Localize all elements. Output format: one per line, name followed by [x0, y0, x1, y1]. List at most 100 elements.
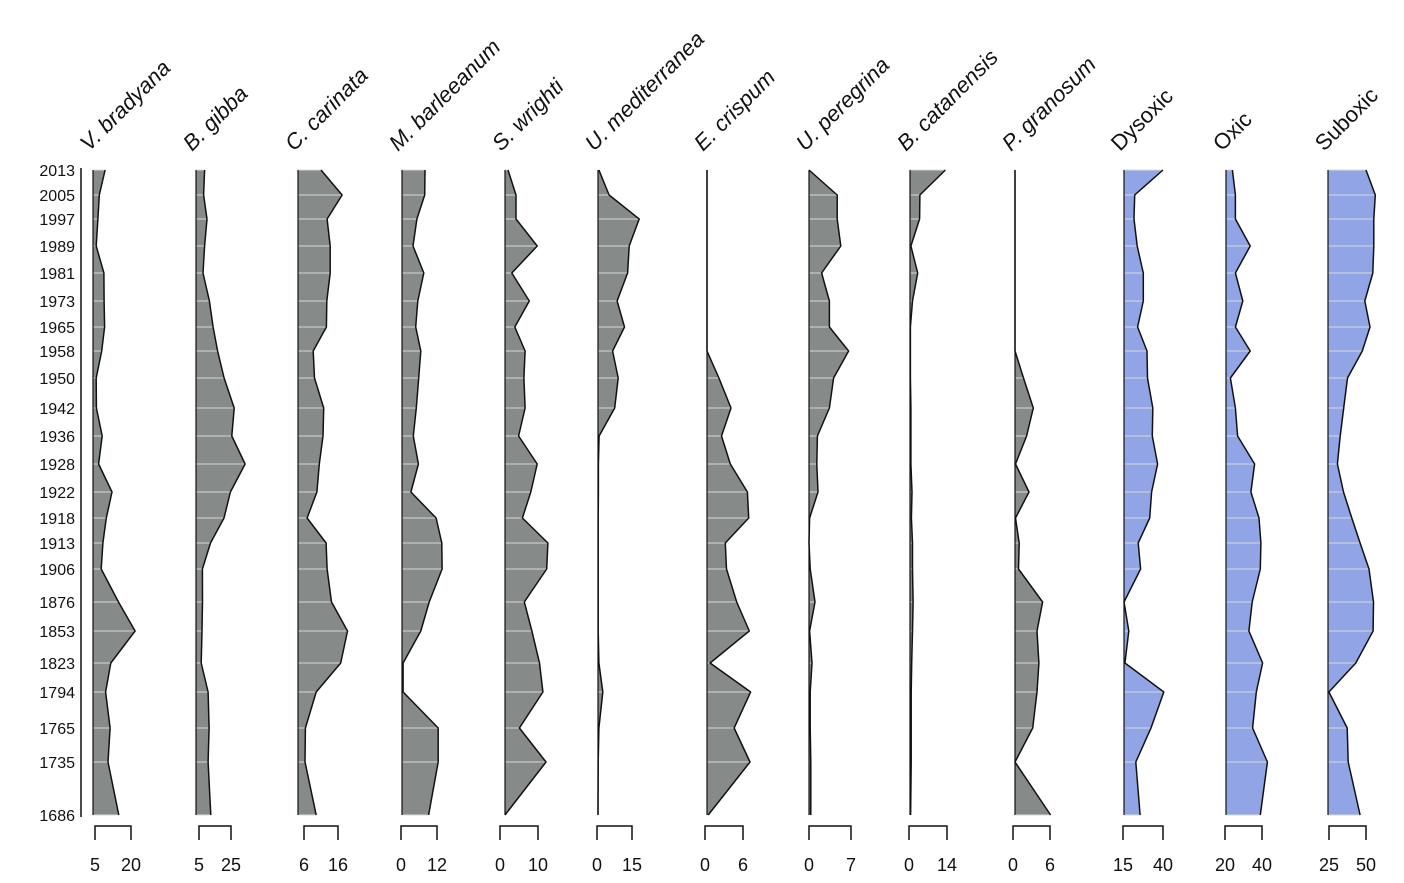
area-fill: [1328, 170, 1376, 815]
panel-title: P. granosum: [997, 52, 1101, 156]
panel-u-mediterranea: 0 15U. mediterranea: [580, 26, 709, 875]
year-tick-label: 1823: [39, 656, 75, 673]
panel-title: E. crispum: [689, 64, 780, 155]
panel-title: Suboxic: [1310, 83, 1383, 156]
x-axis-bracket: [1012, 825, 1051, 840]
x-tick-label: 50: [1356, 855, 1376, 875]
series-line: [95, 169, 136, 816]
series-line: [808, 169, 850, 815]
panel-v-bradyana: 5 20 V. bradyana: [75, 55, 175, 875]
panel-title: B. catanensis: [892, 44, 1003, 155]
year-tick-label: 1686: [39, 808, 75, 825]
panel-b-gibba: 5 25 B. gibba: [178, 81, 253, 875]
panel-title: S. wrighti: [487, 73, 569, 155]
series-line: [200, 169, 246, 816]
series-line: [1229, 169, 1269, 816]
year-tick-label: 2013: [39, 163, 75, 180]
year-tick-label: 1958: [39, 344, 75, 361]
year-tick-label: 1922: [39, 485, 75, 502]
panel-dysoxic: 15 40 Dysoxic: [1106, 83, 1178, 875]
area-fill: [1015, 170, 1051, 815]
x-tick-label: 14: [937, 855, 957, 875]
year-tick-label: 1853: [39, 624, 75, 641]
year-tick-label: 1913: [39, 536, 75, 553]
panel-c-carinata: 6 16 C. carinata: [280, 63, 373, 875]
x-tick-label: 0: [592, 855, 602, 875]
x-tick-label: 40: [1153, 855, 1173, 875]
panel-m-barleeanum: 0 12M. barleeanum: [384, 34, 505, 875]
area-fill: [910, 170, 946, 815]
x-axis-bracket: [303, 825, 339, 840]
year-tick-label: 1973: [39, 294, 75, 311]
year-tick-label: 1918: [39, 511, 75, 528]
x-axis-bracket: [94, 825, 132, 840]
panel-title: V. bradyana: [75, 55, 175, 155]
panels: 5 20 V. bradyana 5 25 B. gibba 6 16 C. carinata 0…: [75, 26, 1383, 875]
x-axis-bracket: [1224, 825, 1263, 840]
year-tick-label: 1876: [39, 595, 75, 612]
area-fill: [598, 170, 640, 815]
x-tick-label: 25: [221, 855, 241, 875]
year-tick-label: 1936: [39, 429, 75, 446]
year-axis: 2013 2005 1997 1989 1981 1973 1965 1958 1950 1942…: [39, 163, 82, 825]
panel-s-wrighti: 0 10 S. wrighti: [487, 73, 569, 875]
x-tick-label: 12: [427, 855, 447, 875]
year-tick-label: 1981: [39, 266, 75, 283]
area-fill: [298, 170, 348, 815]
x-tick-label: 6: [299, 855, 309, 875]
x-axis-bracket: [808, 825, 852, 840]
x-axis-bracket: [596, 825, 633, 840]
x-axis-bracket: [499, 825, 539, 840]
panel-title: C. carinata: [280, 63, 373, 156]
panel-title: Oxic: [1208, 107, 1257, 156]
year-tick-label: 1735: [39, 755, 75, 772]
x-tick-label: 40: [1252, 855, 1272, 875]
series-line: [909, 169, 946, 816]
year-tick-label: 1928: [39, 457, 75, 474]
x-axis-bracket: [1122, 825, 1164, 840]
series-line: [1328, 169, 1377, 816]
panel-u-peregrina: 0 7 U. peregrina: [791, 52, 894, 875]
x-axis-bracket: [198, 825, 232, 840]
x-tick-label: 5: [90, 855, 100, 875]
panel-title: B. gibba: [178, 81, 253, 156]
x-tick-label: 10: [528, 855, 548, 875]
x-tick-label: 5: [194, 855, 204, 875]
year-tick-label: 1794: [39, 685, 75, 702]
panel-p-granosum: 0 6 P. granosum: [997, 52, 1101, 875]
panel-suboxic: 25 50 Suboxic: [1310, 83, 1383, 875]
year-tick-label: 1989: [39, 239, 75, 256]
area-fill: [809, 170, 849, 815]
year-tick-label: 1906: [39, 562, 75, 579]
x-axis-bracket: [400, 825, 438, 840]
series-line: [304, 169, 349, 816]
x-tick-label: 6: [738, 855, 748, 875]
x-axis-bracket: [1328, 825, 1367, 840]
year-tick-label: 1765: [39, 721, 75, 738]
x-tick-label: 0: [396, 855, 406, 875]
panel-title: Dysoxic: [1106, 83, 1178, 155]
x-axis-bracket: [908, 825, 948, 840]
x-tick-label: 16: [328, 855, 348, 875]
year-tick-label: 1965: [39, 320, 75, 337]
year-tick-label: 1997: [39, 212, 75, 229]
year-tick-label: 1942: [39, 401, 75, 418]
panel-b-catanensis: 0 14 B. catanensis: [892, 44, 1003, 875]
x-tick-label: 6: [1045, 855, 1055, 875]
area-fill: [402, 170, 443, 815]
year-tick-label: 1950: [39, 371, 75, 388]
year-tick-label: 2005: [39, 188, 75, 205]
series-line: [504, 169, 549, 816]
x-tick-label: 25: [1319, 855, 1339, 875]
series-line: [1123, 169, 1165, 816]
x-tick-label: 7: [846, 855, 856, 875]
x-tick-label: 0: [804, 855, 814, 875]
x-tick-label: 0: [904, 855, 914, 875]
panel-e-crispum: 0 6 E. crispum: [689, 64, 780, 875]
x-tick-label: 15: [1113, 855, 1133, 875]
x-tick-label: 20: [1215, 855, 1235, 875]
panel-oxic: 20 40 Oxic: [1208, 107, 1272, 875]
x-tick-label: 0: [1008, 855, 1018, 875]
x-tick-label: 0: [700, 855, 710, 875]
